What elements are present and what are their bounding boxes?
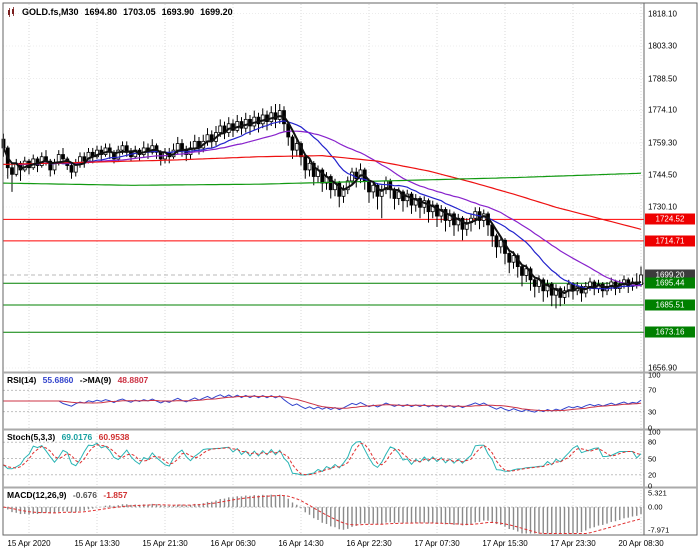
ohlc-high: 1703.05 <box>123 7 156 17</box>
rsi-indicator-label: RSI(14) 55.6860 ->MA(9) 48.8807 <box>7 375 152 385</box>
price-axis-label: 1803.30 <box>648 41 677 51</box>
macd-axis-min: -7.971 <box>648 525 670 535</box>
rsi-axis-label: 30 <box>648 407 657 417</box>
stoch-axis-label: 80 <box>648 437 657 447</box>
time-axis-label: 17 Apr 15:30 <box>482 539 528 548</box>
ohlc-close: 1699.20 <box>200 7 233 17</box>
stoch-axis-label: 100 <box>648 427 661 436</box>
rsi-value: 55.6860 <box>42 375 74 385</box>
stoch-name: Stoch(5,3,3) <box>7 432 56 442</box>
moving-averages <box>2 115 642 295</box>
macd-value: -0.676 <box>72 490 98 500</box>
stochastic-indicator <box>3 440 644 476</box>
time-axis-label: 16 Apr 14:30 <box>278 539 324 548</box>
ohlc-open: 1694.80 <box>84 7 118 17</box>
candlestick-chart-icon <box>7 7 16 17</box>
price-badge: 1714.71 <box>645 235 695 247</box>
stoch-value: 69.0176 <box>61 432 93 442</box>
price-axis-label: 1656.90 <box>648 363 677 373</box>
gridlines <box>3 4 644 534</box>
panel-borders <box>2 2 698 536</box>
time-axis-label: 15 Apr 2020 <box>7 539 51 548</box>
macd-axis-max: 5.321 <box>648 488 667 498</box>
time-axis-label: 16 Apr 22:30 <box>346 539 392 548</box>
stoch-axis-label: 50 <box>648 454 657 463</box>
price-axis-label: 1759.30 <box>648 138 677 148</box>
rsi-ma-value: 48.8807 <box>117 375 149 385</box>
rsi-axis-label: 0 <box>648 423 653 432</box>
price-axis-label: 1774.10 <box>648 105 677 115</box>
rsi-axis-label: 70 <box>648 385 657 395</box>
price-badge: 1724.52 <box>645 213 695 225</box>
time-axis-label: 20 Apr 08:30 <box>618 539 664 548</box>
macd-signal-value: -1.857 <box>103 490 128 500</box>
time-axis-label: 15 Apr 13:30 <box>74 539 120 548</box>
stochastic-indicator-label: Stoch(5,3,3) 69.0176 60.9538 <box>7 432 133 442</box>
price-badge: 1699.20 <box>645 269 695 281</box>
macd-axis-zero: 0.00 <box>648 502 663 512</box>
rsi-ma-name: ->MA(9) <box>79 375 112 385</box>
macd-indicator <box>3 494 644 534</box>
symbol-period-label: GOLD.fs,M30 <box>22 7 79 17</box>
time-axis-label: 17 Apr 07:30 <box>414 539 460 548</box>
rsi-axis-label: 100 <box>648 370 661 379</box>
macd-name: MACD(12,26,9) <box>7 490 67 500</box>
stoch-axis-label: 20 <box>648 470 657 480</box>
price-axis-label: 1744.50 <box>648 170 677 180</box>
candlesticks <box>1 103 643 309</box>
price-axis-label: 1788.50 <box>648 74 677 84</box>
time-axis-label: 15 Apr 21:30 <box>142 539 188 548</box>
time-axis-label: 16 Apr 06:30 <box>210 539 256 548</box>
price-badge: 1685.51 <box>645 299 695 311</box>
price-axis-label: 1818.10 <box>648 9 677 19</box>
support-resistance-lines[interactable] <box>3 218 644 333</box>
rsi-name: RSI(14) <box>7 375 37 385</box>
stoch-axis-label: 0 <box>648 481 653 490</box>
price-axis-label: 1730.10 <box>648 202 677 212</box>
time-axis-label: 17 Apr 23:30 <box>550 539 596 548</box>
ohlc-low: 1693.90 <box>161 7 195 17</box>
price-badge: 1695.44 <box>645 277 695 289</box>
chart-title: GOLD.fs,M30 1694.80 1703.05 1693.90 1699… <box>7 7 235 17</box>
macd-indicator-label: MACD(12,26,9) -0.676 -1.857 <box>7 490 132 500</box>
stoch-signal-value: 60.9538 <box>98 432 130 442</box>
price-badge: 1673.16 <box>645 326 695 338</box>
rsi-indicator <box>3 389 644 413</box>
